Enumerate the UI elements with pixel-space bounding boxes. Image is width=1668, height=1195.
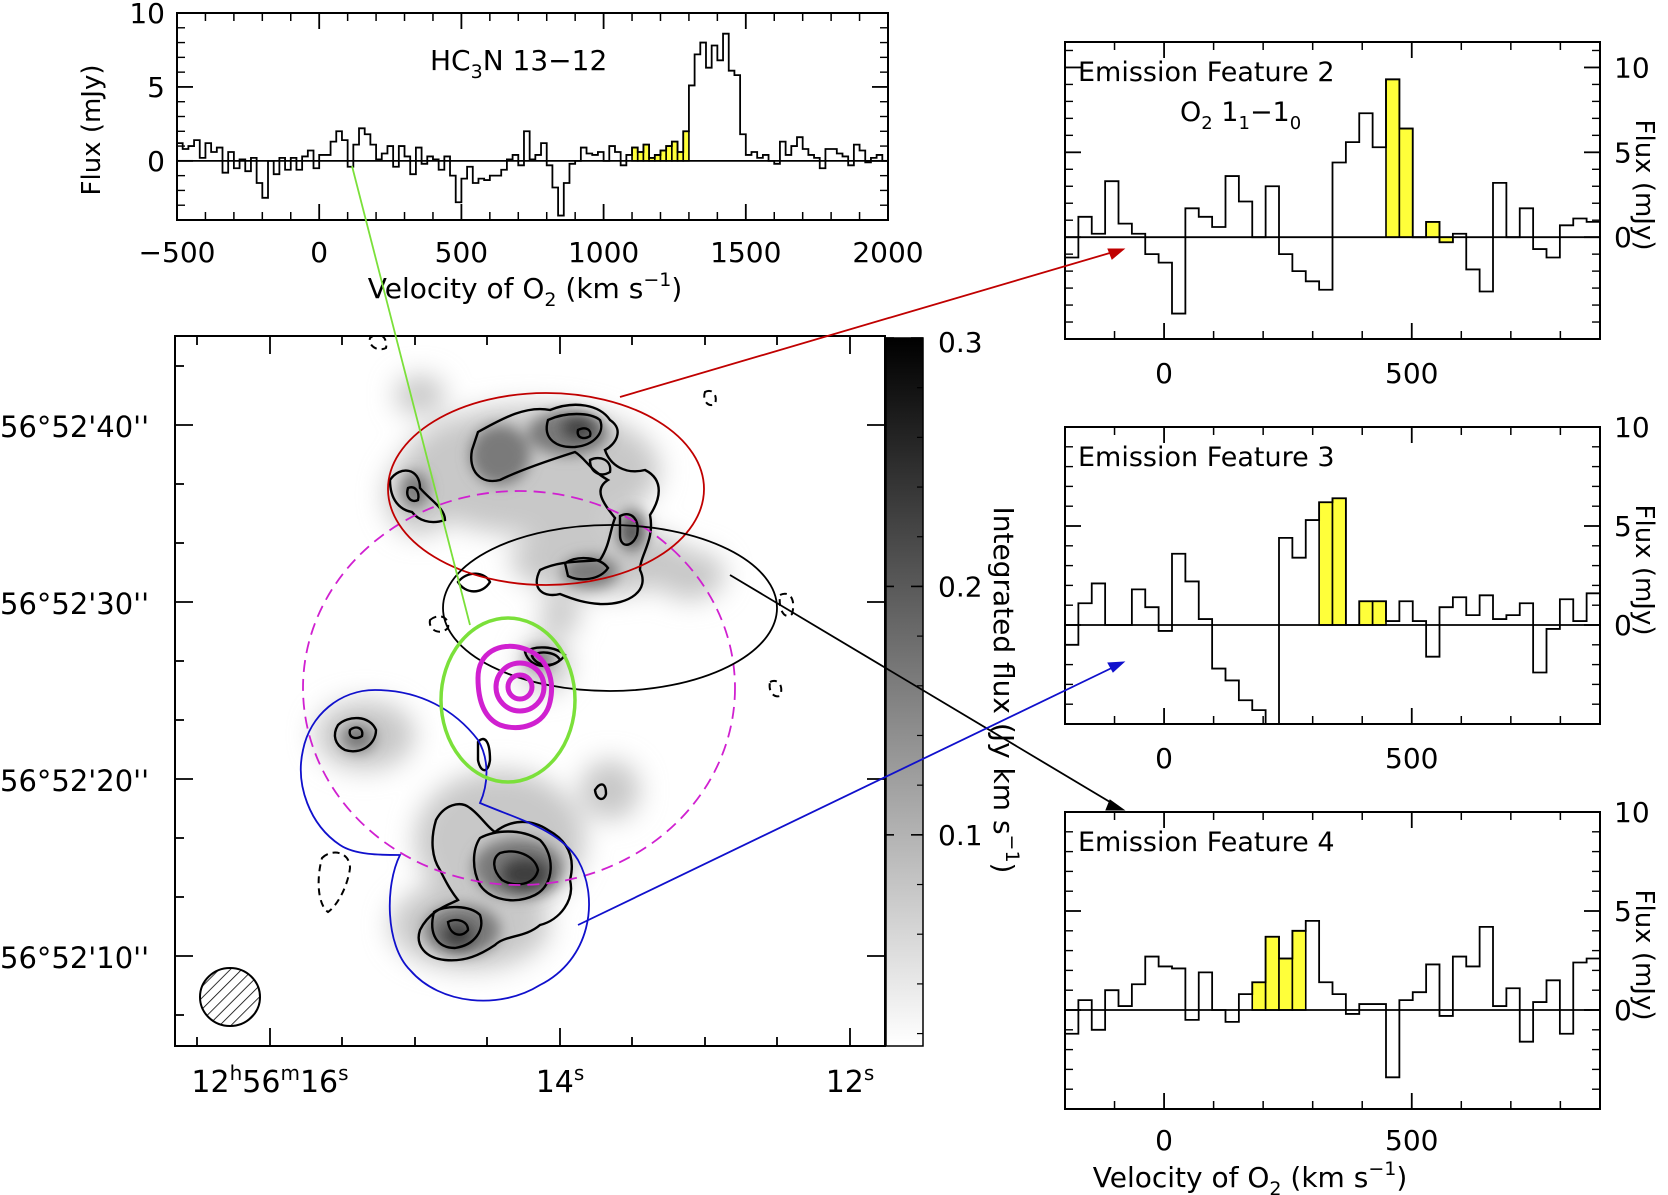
hc3n-y-tick-label: 10	[129, 0, 165, 30]
feature4-spectrum-line	[1065, 920, 1600, 1079]
feature3-y-tick-label: 0	[1614, 609, 1632, 642]
dec-tick-label: 56°52'10''	[0, 941, 149, 975]
feature2-x-tick-label: 0	[1155, 357, 1173, 390]
feature3-frame	[1064, 426, 1601, 725]
dec-tick-label: 56°52'20''	[0, 764, 149, 798]
feature4-frame	[1064, 811, 1601, 1110]
dec-tick-label: 56°52'40''	[0, 410, 149, 444]
feature4-y-tick-label: 0	[1614, 994, 1632, 1027]
feature3-y-axis-label: Flux (mJy)	[1629, 505, 1659, 636]
emission-contours	[333, 403, 660, 962]
hc3n-spectrum-panel: −500 0 500 1000 1500 2000 0 5 10 HC3N 13−12 Flux…	[77, 0, 924, 311]
feature4-x-tick-label: 0	[1155, 1124, 1173, 1157]
hc3n-x-tick-label: 2000	[852, 236, 923, 269]
colorbar-label: Integrated flux (Jy km s−1)	[987, 507, 1023, 874]
feature3-y-tick-label: 5	[1614, 510, 1632, 543]
hc3n-spectrum-line	[177, 32, 888, 217]
feature2-frame	[1064, 41, 1601, 340]
feature2-y-axis-label: Flux (mJy)	[1629, 120, 1659, 251]
green-ellipse	[439, 616, 577, 784]
feature3-region-ellipse	[442, 524, 778, 692]
feature3-title: Emission Feature 3	[1078, 442, 1335, 473]
red-connector-arrow	[619, 249, 1121, 398]
feature3-highlight-bar	[1358, 600, 1374, 626]
magenta-concentric-contours	[475, 643, 554, 731]
feature4-spectrum-panel: 0 500 0 5 10 Emission Feature 4 Flux (mJy) V…	[1064, 796, 1659, 1195]
blue-connector-arrow	[577, 663, 1121, 926]
feature4-y-axis-label: Flux (mJy)	[1629, 890, 1659, 1021]
feature3-highlight-bar	[1371, 600, 1387, 626]
green-connector-line	[351, 165, 471, 626]
feature3-highlight-bar	[1318, 501, 1334, 626]
colorbar-tick-label: 0.3	[938, 326, 983, 359]
magenta-dashed-circle	[302, 490, 736, 886]
feature3-x-tick-label: 500	[1385, 742, 1438, 775]
hc3n-highlight-bar	[636, 151, 645, 162]
hc3n-line-label: HC3N 13−12	[430, 44, 607, 83]
feature2-title: Emission Feature 2	[1078, 57, 1335, 88]
feature4-x-tick-label: 500	[1385, 1124, 1438, 1157]
feature3-highlight-bar	[1331, 497, 1347, 626]
hc3n-x-tick-label: 500	[435, 236, 488, 269]
feature4-highlight-bar	[1264, 935, 1280, 1011]
feature3-spectrum-panel: 0 500 0 5 10 Emission Feature 3 Flux (mJy)	[1064, 411, 1659, 775]
feature4-highlight-bar	[1251, 981, 1267, 1011]
hc3n-y-tick-label: 5	[147, 71, 165, 104]
feature4-x-axis-label: Velocity of O2 (km s−1)	[1093, 1158, 1408, 1195]
feature2-spectrum-line	[1065, 78, 1600, 315]
black-connector-arrow	[729, 574, 1121, 809]
map-ra-ticks	[196, 336, 851, 1046]
feature2-transition-label: O2 11−10	[1180, 97, 1301, 134]
beam-ellipse	[199, 967, 261, 1027]
colorbar-tick-label: 0.1	[938, 819, 983, 852]
colorbar: 0.3 0.2 0.1 Integrated flux (Jy km s−1)	[885, 326, 1023, 1047]
map-dec-ticks	[175, 365, 885, 1016]
feature2-highlight-bar	[1398, 127, 1414, 238]
connector-arrows	[351, 165, 1126, 926]
feature4-title: Emission Feature 4	[1078, 827, 1335, 858]
feature2-region-ellipse	[387, 392, 705, 586]
integrated-flux-map: 56°52'40'' 56°52'30'' 56°52'20'' 56°52'1…	[0, 335, 886, 1100]
feature2-highlight-bar	[1425, 221, 1441, 238]
feature3-x-tick-label: 0	[1155, 742, 1173, 775]
colorbar-tick-label: 0.2	[938, 570, 983, 603]
hc3n-highlight-bar	[676, 151, 685, 162]
ra-tick-label: 14s	[536, 1061, 585, 1100]
feature2-highlight-bar	[1385, 78, 1401, 238]
feature2-x-tick-label: 500	[1385, 357, 1438, 390]
feature4-highlight-bar	[1278, 957, 1294, 1011]
map-frame	[174, 335, 886, 1047]
ra-tick-label: 12s	[826, 1061, 875, 1100]
feature4-y-tick-label: 5	[1614, 895, 1632, 928]
hc3n-x-tick-label: 1000	[568, 236, 639, 269]
colorbar-gradient	[885, 337, 924, 1047]
feature2-y-tick-label: 5	[1614, 136, 1632, 169]
feature4-region	[299, 689, 590, 1002]
hc3n-x-tick-label: 0	[310, 236, 328, 269]
ra-tick-label: 12h56m16s	[191, 1061, 348, 1100]
feature3-spectrum-line	[1065, 497, 1600, 725]
feature4-highlight-bar	[1291, 929, 1307, 1011]
hc3n-x-tick-label: 1500	[710, 236, 781, 269]
hc3n-x-axis-label: Velocity of O2 (km s−1)	[368, 269, 683, 311]
feature2-spectrum-panel: 0 500 0 5 10 Emission Feature 2 O2 11−10 Flu…	[1064, 41, 1659, 390]
feature4-y-tick-label: 10	[1614, 796, 1650, 829]
dec-tick-label: 56°52'30''	[0, 587, 149, 621]
hc3n-y-tick-label: 0	[147, 145, 165, 178]
feature2-y-tick-label: 10	[1614, 51, 1650, 84]
feature3-y-tick-label: 10	[1614, 411, 1650, 444]
hc3n-y-axis-label: Flux (mJy)	[77, 65, 107, 196]
feature2-y-tick-label: 0	[1614, 221, 1632, 254]
hc3n-x-tick-label: −500	[139, 236, 216, 269]
